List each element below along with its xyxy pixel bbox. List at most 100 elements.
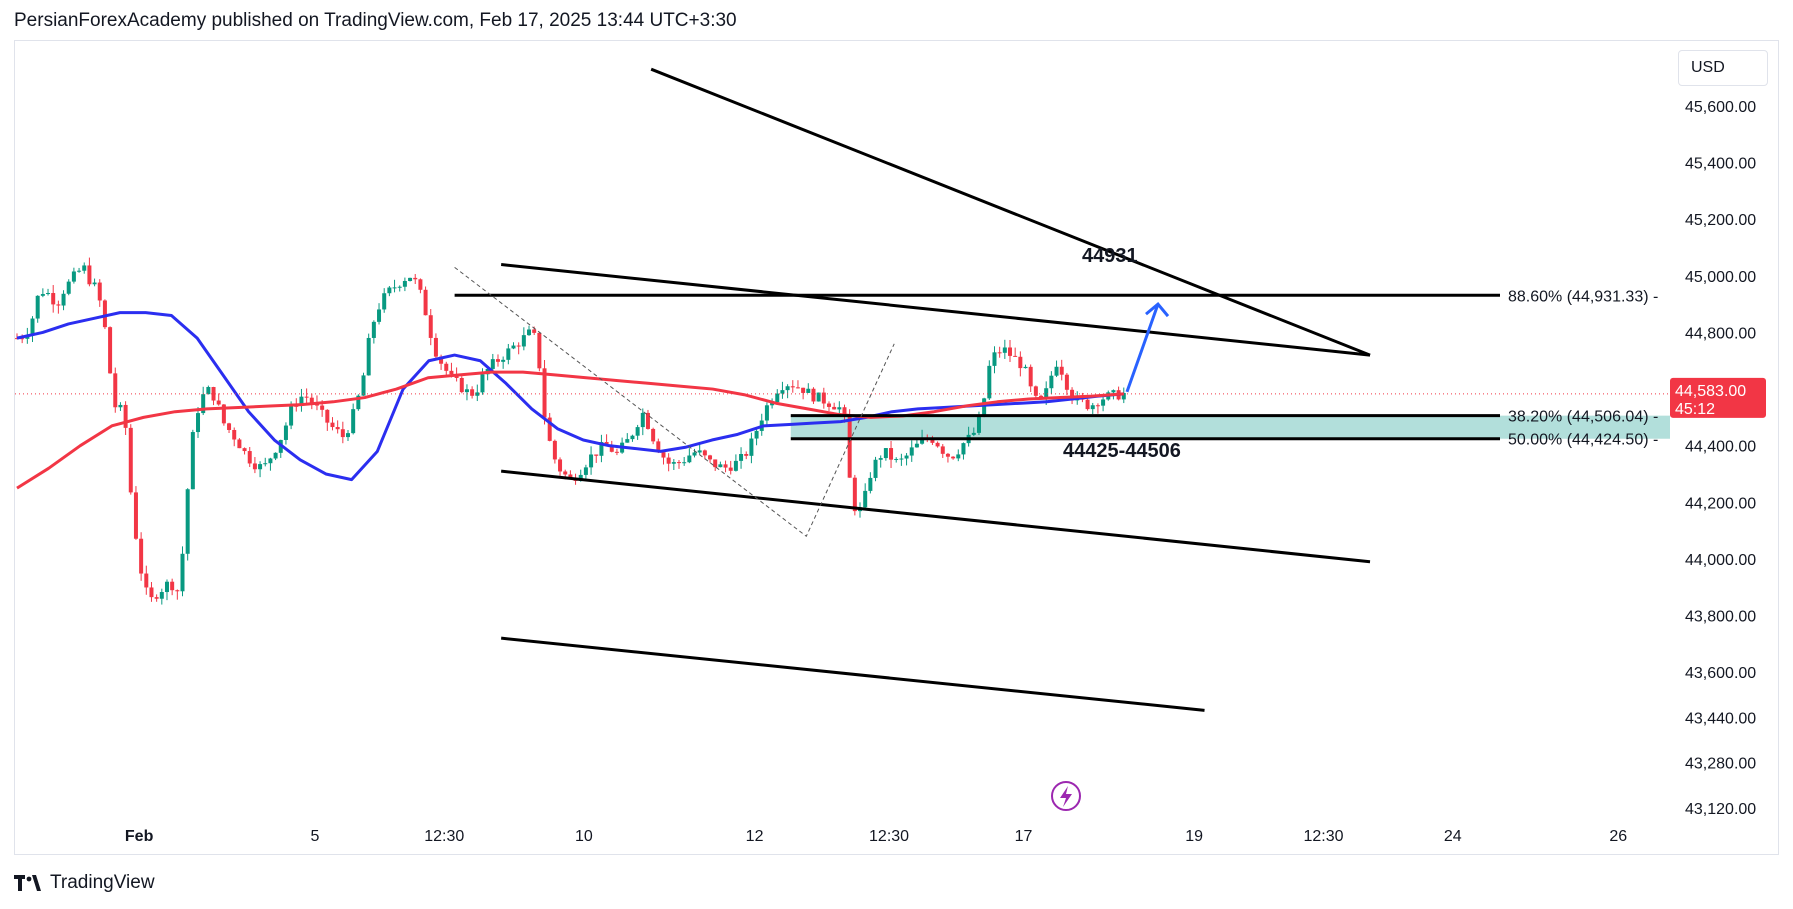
x-tick-label: Feb bbox=[125, 828, 154, 845]
candle-body bbox=[599, 442, 604, 456]
candle-body bbox=[154, 597, 159, 599]
y-tick-label: 44,400.00 bbox=[1685, 439, 1756, 456]
candle-body bbox=[361, 375, 366, 396]
candle-body bbox=[728, 467, 733, 471]
candle-body bbox=[589, 454, 594, 468]
candle-body bbox=[470, 389, 475, 396]
candle-body bbox=[263, 463, 268, 465]
candle-body bbox=[206, 387, 211, 395]
candle-body bbox=[806, 388, 811, 393]
candle-body bbox=[102, 300, 107, 328]
x-tick-label: 12:30 bbox=[1303, 828, 1343, 845]
candle-body bbox=[1008, 347, 1012, 356]
moving-average-slow[interactable] bbox=[16, 370, 1124, 490]
candle-body bbox=[537, 332, 542, 369]
candle-body bbox=[108, 327, 113, 374]
candle-body bbox=[1121, 392, 1126, 400]
channel-trendline[interactable] bbox=[650, 67, 1371, 357]
candle-body bbox=[87, 265, 92, 285]
chart-frame bbox=[14, 40, 1779, 855]
candle-body bbox=[123, 404, 128, 428]
candle-body bbox=[216, 400, 221, 405]
channel-trendline[interactable] bbox=[501, 469, 1371, 564]
candle-body bbox=[30, 318, 35, 336]
y-tick-label: 43,600.00 bbox=[1685, 665, 1756, 682]
bar-countdown: 45:12 bbox=[1675, 401, 1715, 418]
x-tick-label: 12 bbox=[746, 828, 764, 845]
candle-body bbox=[40, 294, 45, 296]
moving-average-fast[interactable] bbox=[16, 311, 1124, 482]
candle-body bbox=[640, 412, 645, 428]
candle-body bbox=[413, 277, 418, 280]
candle-body bbox=[904, 455, 909, 459]
y-tick-label: 45,000.00 bbox=[1685, 269, 1756, 286]
candle-body bbox=[133, 492, 138, 539]
candle-body bbox=[547, 417, 552, 441]
candle-body bbox=[113, 373, 118, 408]
candle-body bbox=[196, 413, 201, 433]
channel-trendline[interactable] bbox=[501, 636, 1205, 712]
candle-body bbox=[976, 416, 981, 433]
candle-body bbox=[1054, 366, 1059, 376]
candle-body bbox=[221, 404, 226, 424]
publisher-line: PersianForexAcademy published on Trading… bbox=[14, 10, 737, 31]
candle-body bbox=[423, 289, 428, 316]
candle-body bbox=[82, 265, 87, 271]
candle-body bbox=[1049, 375, 1054, 389]
candle-body bbox=[878, 458, 883, 460]
candle-body bbox=[982, 398, 987, 417]
candle-body bbox=[785, 386, 790, 391]
candle-body bbox=[563, 471, 568, 475]
candle-body bbox=[330, 422, 335, 428]
candle-body bbox=[521, 335, 526, 347]
candle-body bbox=[899, 458, 904, 460]
lightning-icon[interactable] bbox=[1051, 781, 1081, 811]
candle-body bbox=[159, 592, 164, 599]
candle-body bbox=[795, 387, 800, 389]
candle-body bbox=[930, 438, 935, 443]
candle-body bbox=[568, 474, 573, 478]
candle-body bbox=[15, 338, 19, 340]
candle-body bbox=[1028, 366, 1033, 387]
candle-body bbox=[252, 463, 257, 470]
candle-body bbox=[682, 462, 687, 464]
candle-body bbox=[697, 450, 702, 453]
channel-trendline[interactable] bbox=[501, 263, 1371, 357]
candle-body bbox=[309, 397, 314, 404]
candle-body bbox=[832, 406, 837, 410]
candle-body bbox=[144, 573, 149, 588]
candle-body bbox=[175, 590, 180, 592]
candle-body bbox=[609, 446, 614, 452]
candle-body bbox=[190, 432, 195, 490]
candle-body bbox=[837, 407, 842, 410]
candle-body bbox=[97, 282, 102, 301]
support-zone[interactable] bbox=[790, 415, 1670, 439]
candle-body bbox=[408, 277, 413, 281]
candle-body bbox=[651, 428, 656, 442]
y-tick-label: 45,400.00 bbox=[1685, 156, 1756, 173]
candle-body bbox=[661, 452, 666, 458]
candle-body bbox=[475, 392, 480, 396]
candle-body bbox=[66, 281, 71, 294]
candle-body bbox=[304, 396, 309, 398]
candle-body bbox=[46, 293, 51, 295]
candle-body bbox=[852, 477, 857, 512]
candle-body bbox=[511, 345, 516, 349]
candle-body bbox=[459, 377, 464, 393]
candle-body bbox=[356, 395, 361, 410]
projection-arrow[interactable] bbox=[1125, 303, 1160, 393]
candle-body bbox=[237, 439, 242, 449]
candle-body bbox=[35, 295, 40, 319]
candle-body bbox=[873, 459, 878, 478]
currency-button[interactable]: USD bbox=[1678, 50, 1768, 86]
candle-body bbox=[894, 458, 899, 460]
candle-body bbox=[811, 388, 816, 402]
candle-body bbox=[139, 538, 144, 574]
candle-body bbox=[51, 293, 56, 305]
candle-body bbox=[325, 409, 330, 423]
candle-body bbox=[402, 280, 407, 287]
x-tick-label: 10 bbox=[575, 828, 593, 845]
candle-body bbox=[764, 405, 769, 421]
candle-body bbox=[754, 430, 759, 439]
